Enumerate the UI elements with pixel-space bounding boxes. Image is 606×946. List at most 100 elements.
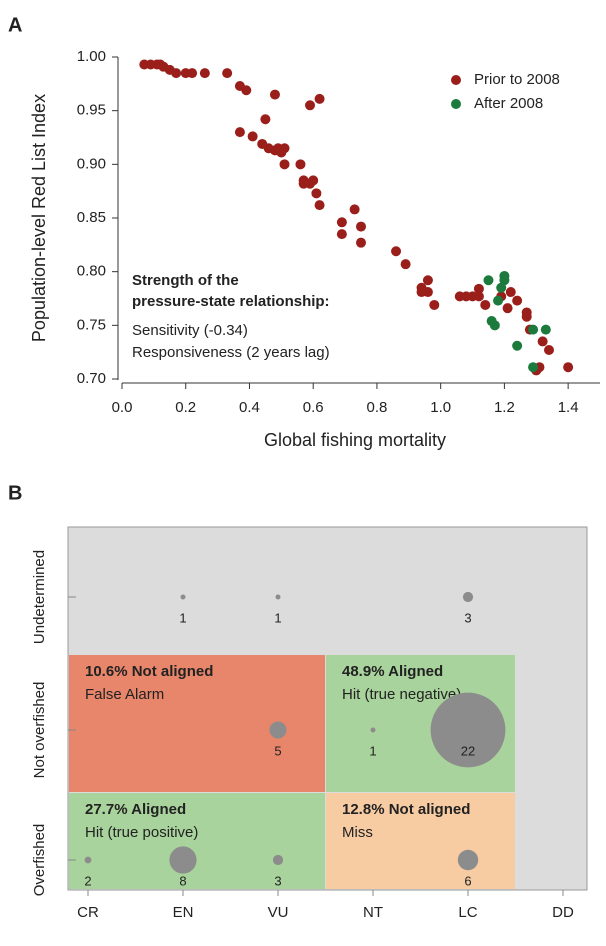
bubble — [370, 727, 376, 733]
point — [247, 131, 258, 142]
point — [171, 68, 182, 79]
panel-label: A — [8, 14, 22, 36]
point — [521, 311, 532, 322]
point — [499, 275, 510, 286]
point — [336, 217, 347, 228]
point — [429, 299, 440, 310]
point — [563, 362, 574, 373]
point — [269, 89, 280, 100]
count-label: 5 — [274, 743, 281, 758]
y-tick-label: 0.95 — [77, 102, 106, 119]
point — [483, 275, 494, 286]
region-subtitle: Miss — [342, 824, 373, 841]
point — [473, 283, 484, 294]
point — [314, 93, 325, 104]
count-label: 1 — [369, 743, 376, 758]
point — [356, 237, 366, 248]
point — [391, 246, 402, 257]
x-tick-label: CR — [77, 904, 99, 921]
legend-marker — [451, 75, 461, 85]
y-tick-label: Not overfished — [31, 682, 48, 779]
point — [279, 143, 290, 154]
bubble — [180, 594, 186, 600]
bubble — [275, 594, 281, 600]
region-title: 27.7% Aligned — [85, 801, 186, 818]
x-tick-label: 0.0 — [112, 399, 133, 416]
point — [241, 85, 252, 96]
point — [234, 127, 245, 138]
point — [400, 259, 411, 270]
point — [502, 303, 513, 314]
point — [540, 324, 551, 335]
point — [199, 68, 210, 79]
point — [505, 287, 516, 298]
x-axis-title: Global fishing mortality — [264, 430, 446, 450]
point — [528, 362, 539, 373]
region-title: 48.9% Aligned — [342, 663, 443, 680]
point — [295, 159, 306, 170]
x-tick-label: 1.2 — [494, 399, 515, 416]
point — [349, 204, 360, 215]
y-tick-label: 0.90 — [77, 155, 106, 172]
point — [308, 175, 319, 186]
annotation-title: Strength of the — [132, 272, 239, 289]
bubble — [169, 846, 197, 874]
y-tick-label: 0.75 — [77, 316, 106, 333]
y-tick-label: 1.00 — [77, 48, 106, 65]
x-tick-label: LC — [458, 904, 477, 921]
annotation-line: Sensitivity (-0.34) — [132, 322, 248, 339]
bubble — [462, 591, 474, 603]
legend-label: After 2008 — [474, 95, 543, 112]
count-label: 2 — [84, 873, 91, 888]
point — [537, 336, 548, 347]
x-tick-label: EN — [173, 904, 194, 921]
point — [489, 320, 500, 331]
region-title: 12.8% Not aligned — [342, 801, 470, 818]
region-subtitle: Hit (true positive) — [85, 824, 198, 841]
legend-marker — [451, 99, 461, 109]
point — [305, 100, 316, 111]
point — [528, 324, 539, 335]
x-tick-label: 1.0 — [430, 399, 451, 416]
bubble — [430, 692, 506, 768]
count-label: 3 — [274, 873, 281, 888]
region — [326, 793, 515, 889]
bubble — [272, 854, 284, 866]
count-label: 8 — [179, 873, 186, 888]
x-tick-label: NT — [363, 904, 383, 921]
count-label: 1 — [179, 610, 186, 625]
point — [222, 68, 233, 79]
bubble — [84, 856, 92, 864]
region — [69, 793, 325, 889]
annotation-line: Responsiveness (2 years lag) — [132, 344, 330, 361]
point — [187, 68, 198, 79]
y-tick-label: Undetermined — [31, 550, 48, 644]
count-label: 22 — [461, 743, 475, 758]
y-tick-label: 0.85 — [77, 209, 106, 226]
point — [260, 114, 271, 125]
region-subtitle: False Alarm — [85, 686, 164, 703]
point — [480, 299, 491, 310]
legend-label: Prior to 2008 — [474, 71, 560, 88]
x-tick-label: 0.4 — [239, 399, 260, 416]
y-tick-label: 0.80 — [77, 263, 106, 280]
region-title: 10.6% Not aligned — [85, 663, 213, 680]
count-label: 3 — [464, 610, 471, 625]
point — [512, 340, 523, 351]
x-tick-label: 1.4 — [558, 399, 579, 416]
point — [512, 295, 523, 306]
point — [279, 159, 290, 170]
count-label: 1 — [274, 610, 281, 625]
y-tick-label: Overfished — [31, 824, 48, 897]
panel-label: B — [8, 482, 22, 504]
y-axis-title: Population-level Red List Index — [29, 94, 49, 342]
count-label: 6 — [464, 873, 471, 888]
x-tick-label: 0.6 — [303, 399, 324, 416]
point — [356, 221, 366, 232]
point — [311, 188, 322, 199]
point — [493, 295, 504, 306]
x-tick-label: 0.8 — [367, 399, 388, 416]
point — [422, 287, 433, 298]
y-tick-label: 0.70 — [77, 370, 106, 387]
